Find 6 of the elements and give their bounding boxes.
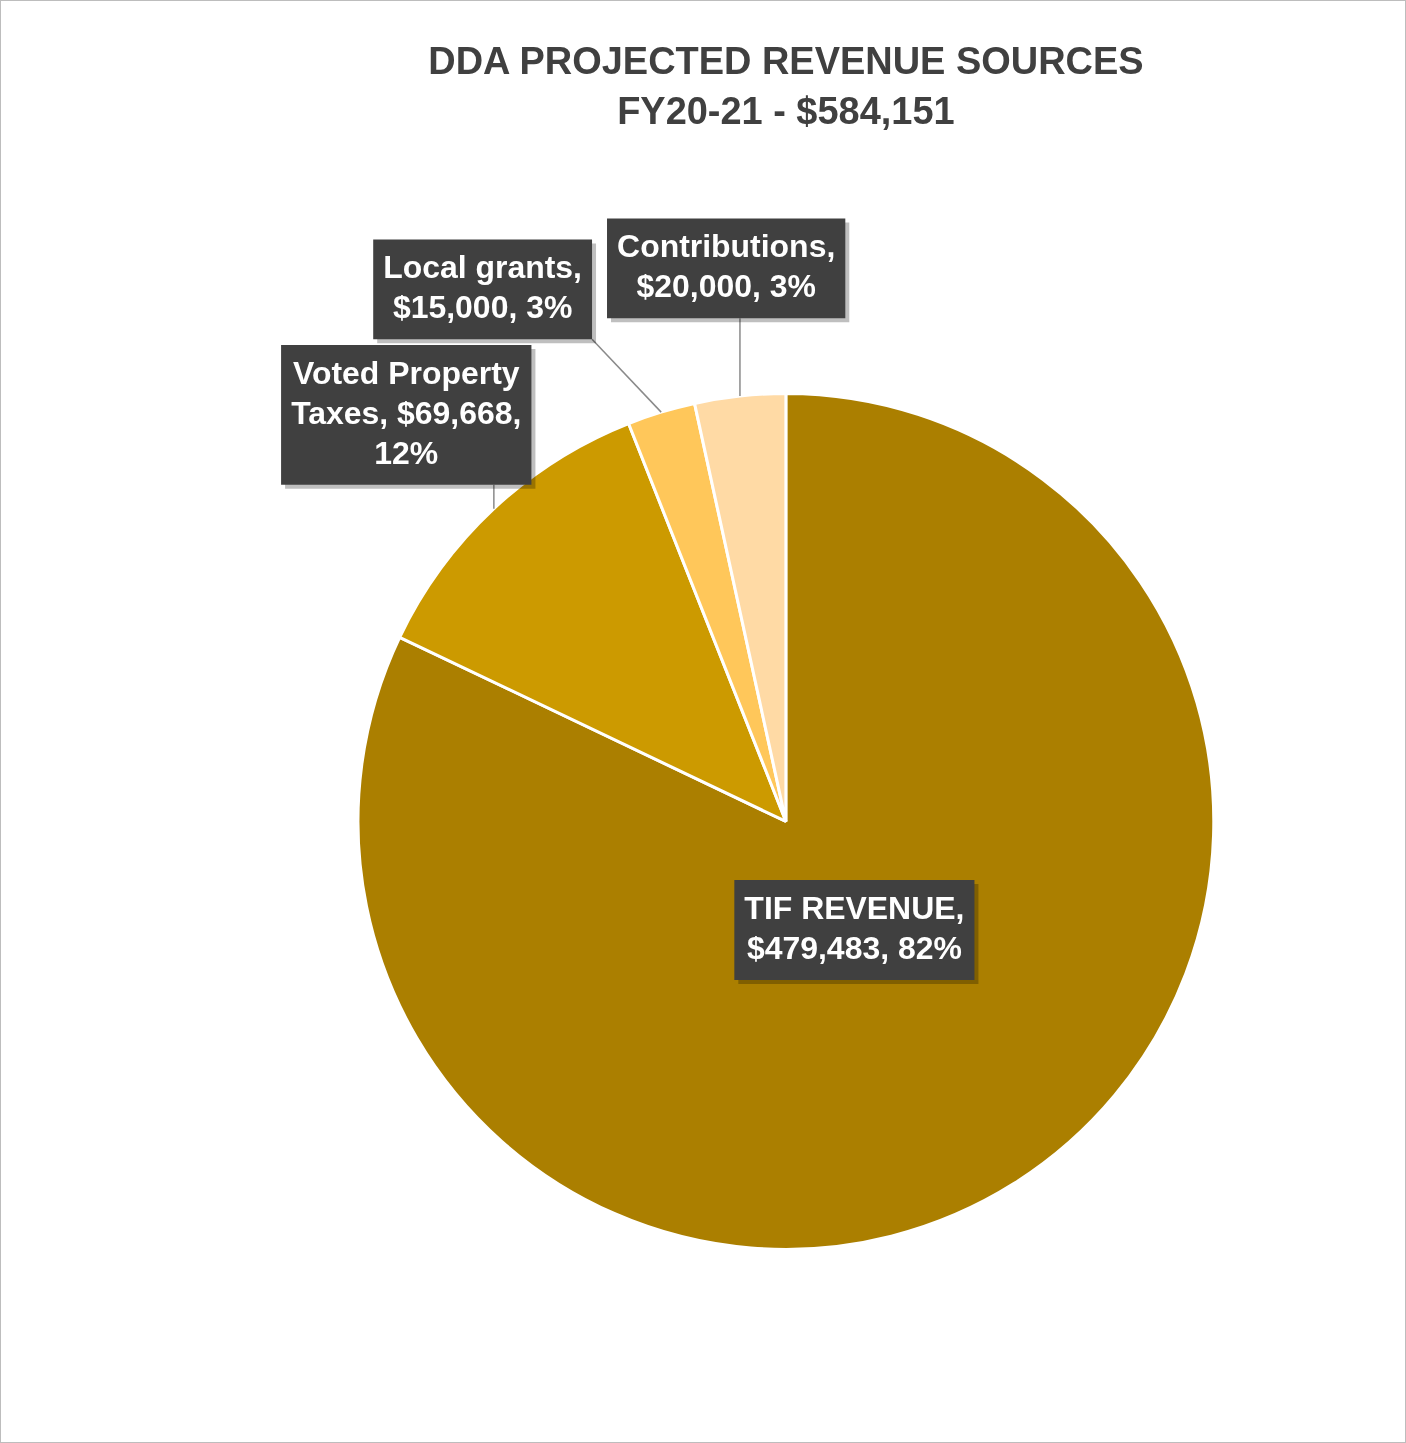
chart-subtitle: FY20-21 - $584,151 [617, 89, 955, 132]
slice-label: Local grants, $15,000, 3% [383, 249, 583, 326]
slice-label: TIF REVENUE, $479,483, 82% [744, 889, 965, 966]
slice-label: Voted Property Taxes, $69,668, 12% [291, 354, 522, 471]
slice-label: Contributions, $20,000, 3% [617, 228, 836, 305]
chart-title: DDA PROJECTED REVENUE SOURCES [428, 40, 1144, 83]
